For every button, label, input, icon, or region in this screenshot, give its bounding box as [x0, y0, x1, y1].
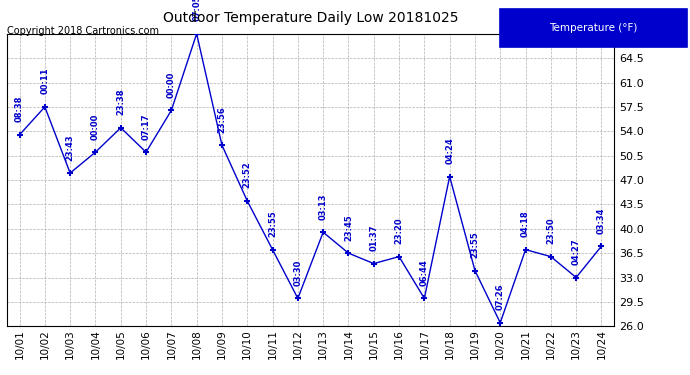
Text: 04:18: 04:18 [521, 210, 530, 237]
Text: 03:30: 03:30 [293, 260, 302, 286]
Text: 23:56: 23:56 [217, 106, 226, 133]
Text: Outdoor Temperature Daily Low 20181025: Outdoor Temperature Daily Low 20181025 [163, 11, 458, 25]
Text: 00:00: 00:00 [167, 72, 176, 98]
Text: 03:13: 03:13 [319, 193, 328, 220]
Text: 23:55: 23:55 [471, 231, 480, 258]
Text: 04:24: 04:24 [445, 137, 454, 164]
Text: 23:55: 23:55 [268, 210, 277, 237]
Text: Temperature (°F): Temperature (°F) [549, 23, 638, 33]
Text: 23:38: 23:38 [116, 89, 126, 115]
Text: 04:27: 04:27 [571, 238, 581, 265]
Text: 23:45: 23:45 [344, 214, 353, 241]
Text: 07:17: 07:17 [141, 113, 150, 140]
Text: 23:43: 23:43 [66, 134, 75, 160]
Text: 07:26: 07:26 [495, 284, 505, 310]
Text: 00:00: 00:00 [91, 113, 100, 140]
Text: 08:38: 08:38 [15, 96, 24, 122]
Text: 03:34: 03:34 [597, 207, 606, 234]
Text: 06:44: 06:44 [420, 259, 429, 286]
Text: 23:20: 23:20 [395, 217, 404, 244]
Text: 01:37: 01:37 [369, 225, 378, 251]
Text: 00:11: 00:11 [40, 68, 50, 94]
Text: 23:52: 23:52 [243, 162, 252, 188]
Text: 07:05: 07:05 [192, 0, 201, 21]
Text: 23:50: 23:50 [546, 217, 555, 244]
Text: Copyright 2018 Cartronics.com: Copyright 2018 Cartronics.com [7, 26, 159, 36]
